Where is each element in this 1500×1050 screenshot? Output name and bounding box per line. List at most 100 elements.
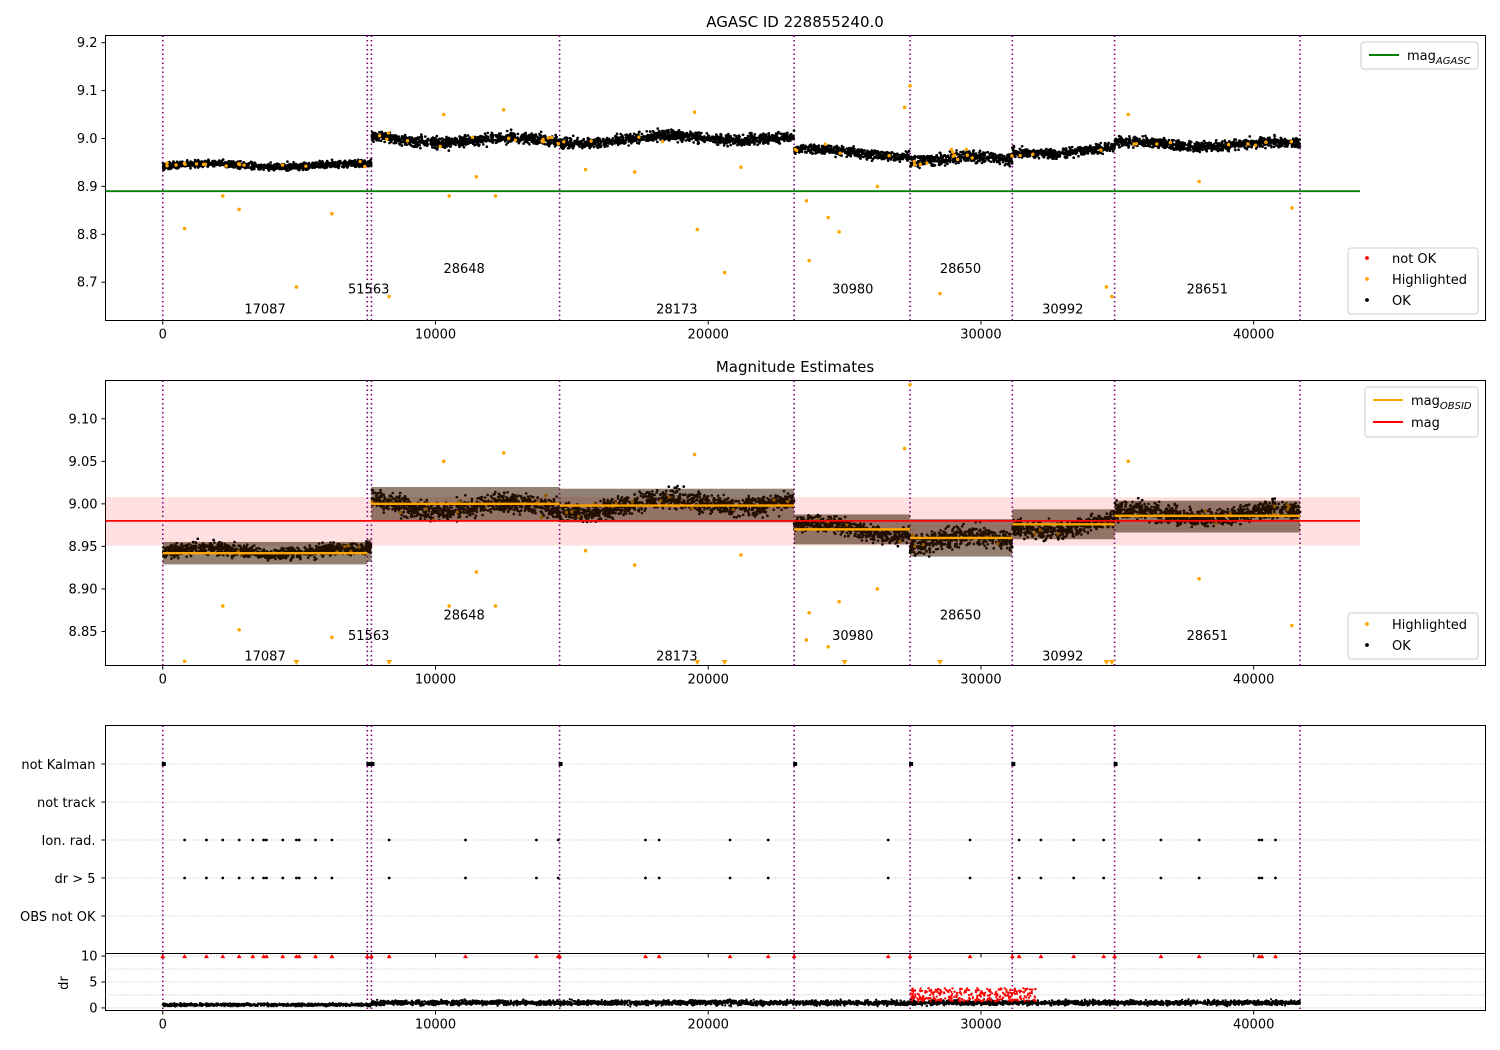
highlighted-point	[387, 294, 391, 299]
highlighted-point	[1289, 140, 1294, 144]
obsid-label: 30980	[832, 282, 873, 297]
highlighted-point	[951, 150, 955, 154]
highlighted-point	[1031, 152, 1035, 156]
x-tick-label: 30000	[960, 328, 1001, 343]
highlighted-point	[474, 175, 479, 179]
dr-flag	[237, 876, 241, 880]
highlighted-point	[804, 638, 809, 642]
dr-flag	[968, 876, 972, 880]
highlighted-clipped-marker	[721, 659, 728, 665]
dr-flag	[657, 876, 661, 880]
highlighted-point	[501, 107, 506, 112]
highlighted-point	[358, 159, 362, 164]
highlighted-point	[795, 148, 799, 153]
dr-clipped-marker	[250, 954, 256, 959]
legend-marker	[1365, 298, 1369, 302]
dr-flag	[728, 876, 732, 880]
highlighted-point	[637, 135, 641, 139]
ion-rad-flag	[464, 838, 467, 842]
dr-clipped-marker	[160, 954, 166, 959]
highlighted-point	[912, 159, 916, 164]
ion-rad-flag	[237, 838, 241, 842]
dr-clipped-marker	[1273, 954, 1278, 959]
dr-clipped-marker	[386, 954, 392, 959]
obsid-label: 28650	[940, 262, 981, 277]
obsid-label: 30980	[832, 629, 873, 644]
dr-clipped-marker	[296, 954, 302, 959]
highlighted-point	[902, 105, 907, 110]
dr-flag	[1072, 876, 1076, 880]
highlighted-point	[1290, 623, 1294, 628]
y-tick-label: 9.1	[77, 84, 98, 99]
ion-rad-flag	[297, 838, 301, 842]
ion-rad-flag	[295, 838, 298, 842]
legend-label: OK	[1392, 294, 1411, 309]
not-kalman-flag	[370, 762, 375, 766]
highlighted-clipped-marker	[937, 659, 944, 665]
dr-flag	[1017, 876, 1021, 880]
ion-rad-flag	[1197, 838, 1201, 842]
dr-clipped-marker	[791, 954, 797, 959]
highlighted-point	[912, 162, 917, 167]
obsid-label: 28650	[940, 608, 981, 623]
highlighted-point	[549, 135, 554, 140]
highlighted-point	[447, 604, 451, 608]
highlighted-point	[925, 161, 929, 165]
legend-label: Highlighted	[1392, 618, 1467, 633]
highlighted-point	[1197, 179, 1201, 184]
ion-rad-flag	[183, 838, 186, 842]
y-tick-label: 10	[81, 950, 98, 965]
highlighted-clipped-marker	[293, 659, 300, 665]
highlighted-point	[237, 207, 241, 212]
highlighted-point	[1246, 142, 1250, 146]
highlighted-point	[1010, 154, 1014, 158]
ion-rad-flag	[535, 838, 538, 842]
highlighted-clipped-marker	[1103, 659, 1110, 665]
highlighted-point	[237, 627, 241, 632]
highlighted-point	[441, 459, 446, 464]
highlighted-point	[938, 291, 942, 296]
highlighted-point	[447, 194, 451, 198]
highlighted-point	[220, 194, 225, 198]
highlighted-point	[501, 451, 506, 455]
obsid-label: 28648	[443, 608, 484, 623]
highlighted-point	[918, 162, 922, 167]
ion-rad-flag	[728, 838, 732, 842]
panel-agasc-frame	[105, 35, 1486, 321]
panel-flags-frame	[105, 725, 1486, 954]
dr-flag	[265, 876, 268, 880]
highlighted-point	[474, 570, 479, 574]
highlighted-point	[304, 164, 308, 168]
highlighted-point	[632, 170, 637, 174]
legend-label: not OK	[1392, 252, 1437, 267]
highlighted-point	[165, 161, 169, 165]
dr-clipped-marker	[885, 954, 891, 959]
highlighted-point	[546, 136, 550, 140]
highlighted-point	[1132, 142, 1136, 146]
highlighted-point	[182, 226, 187, 231]
highlighted-point	[632, 563, 637, 567]
highlighted-point	[887, 154, 891, 158]
highlighted-point	[589, 139, 593, 143]
dr-flag	[886, 876, 890, 880]
panel-agasc-title: AGASC ID 228855240.0	[706, 13, 884, 31]
highlighted-point	[826, 644, 831, 649]
dr-flag	[330, 876, 334, 880]
highlighted-point	[875, 587, 880, 591]
dr-clipped-marker	[1016, 954, 1022, 959]
highlighted-point	[438, 144, 442, 149]
y-tick-label: 8.7	[77, 276, 98, 291]
highlighted-point	[838, 151, 842, 155]
highlighted-point	[363, 164, 367, 169]
highlighted-point	[1104, 285, 1109, 289]
legend-label: OK	[1392, 639, 1411, 654]
highlighted-point	[237, 162, 242, 167]
ion-rad-flag	[314, 838, 317, 842]
highlighted-point	[660, 139, 665, 144]
highlighted-point	[201, 162, 206, 167]
highlighted-point	[739, 553, 743, 557]
x-tick-label: 0	[159, 673, 167, 688]
highlighted-point	[470, 135, 475, 140]
legend-marker	[1365, 643, 1369, 647]
highlighted-point	[908, 382, 912, 387]
